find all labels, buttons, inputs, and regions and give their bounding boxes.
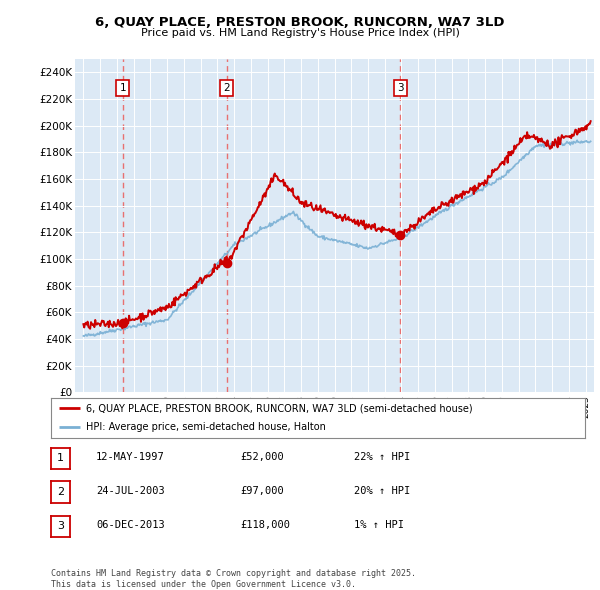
Text: £52,000: £52,000: [240, 453, 284, 462]
Text: £118,000: £118,000: [240, 520, 290, 530]
Text: 3: 3: [397, 83, 403, 93]
Text: 22% ↑ HPI: 22% ↑ HPI: [354, 453, 410, 462]
Text: £97,000: £97,000: [240, 486, 284, 496]
Text: 2: 2: [223, 83, 230, 93]
Text: Contains HM Land Registry data © Crown copyright and database right 2025.
This d: Contains HM Land Registry data © Crown c…: [51, 569, 416, 589]
Text: 24-JUL-2003: 24-JUL-2003: [96, 486, 165, 496]
Text: HPI: Average price, semi-detached house, Halton: HPI: Average price, semi-detached house,…: [86, 422, 326, 432]
Text: 06-DEC-2013: 06-DEC-2013: [96, 520, 165, 530]
Text: 6, QUAY PLACE, PRESTON BROOK, RUNCORN, WA7 3LD: 6, QUAY PLACE, PRESTON BROOK, RUNCORN, W…: [95, 16, 505, 29]
Text: 1: 1: [119, 83, 126, 93]
Text: Price paid vs. HM Land Registry's House Price Index (HPI): Price paid vs. HM Land Registry's House …: [140, 28, 460, 38]
Text: 6, QUAY PLACE, PRESTON BROOK, RUNCORN, WA7 3LD (semi-detached house): 6, QUAY PLACE, PRESTON BROOK, RUNCORN, W…: [86, 403, 472, 413]
Text: 3: 3: [57, 522, 64, 531]
Text: 20% ↑ HPI: 20% ↑ HPI: [354, 486, 410, 496]
Text: 1: 1: [57, 454, 64, 463]
Text: 1% ↑ HPI: 1% ↑ HPI: [354, 520, 404, 530]
Text: 12-MAY-1997: 12-MAY-1997: [96, 453, 165, 462]
Text: 2: 2: [57, 487, 64, 497]
